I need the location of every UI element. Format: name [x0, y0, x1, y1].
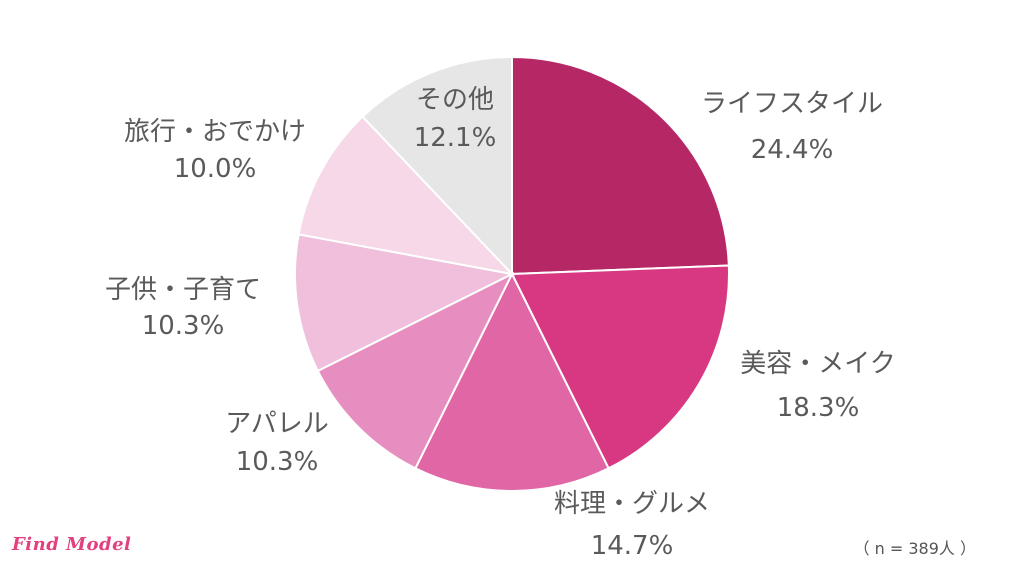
slice-percentage: 10.3%	[142, 311, 225, 341]
slice-label: アパレル	[225, 409, 328, 439]
pie-slice	[316, 271, 515, 470]
sample-size-note: （ n = 389人 ）	[853, 539, 976, 558]
pie-slice	[294, 233, 516, 373]
slice-percentage: 24.4%	[751, 135, 834, 165]
slice-percentage: 10.3%	[236, 447, 319, 477]
slice-label: 子供・子育て	[105, 275, 261, 305]
pie-slice	[510, 264, 730, 470]
slice-percentage: 10.0%	[174, 154, 257, 184]
slice-percentage: 18.3%	[777, 393, 860, 423]
pie-slice	[511, 55, 730, 276]
slice-label: ライフスタイル	[701, 89, 883, 119]
slice-label: 旅行・おでかけ	[124, 117, 306, 147]
pie-slice	[414, 271, 610, 492]
pie-slices	[294, 55, 730, 492]
pie-slice	[361, 55, 513, 277]
find-model-logo: Find Model	[12, 534, 132, 555]
slice-percentage: 14.7%	[591, 531, 674, 561]
slice-labels: ライフスタイル 24.4% 美容・メイク 18.3% 料理・グルメ 14.7% アパレル 10…	[105, 85, 896, 561]
slice-label: 料理・グルメ	[554, 489, 710, 519]
slice-label: その他	[416, 85, 494, 115]
pie-slice	[297, 115, 515, 276]
slice-percentage: 12.1%	[414, 123, 497, 153]
slice-label: 美容・メイク	[740, 349, 895, 379]
